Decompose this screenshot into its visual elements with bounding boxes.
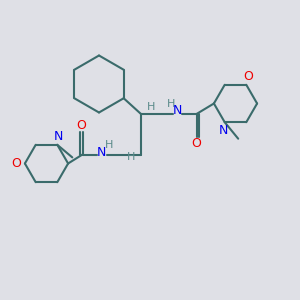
Text: H: H <box>105 140 113 150</box>
Text: H: H <box>146 101 155 112</box>
Text: N: N <box>218 124 228 137</box>
Text: N: N <box>54 130 64 143</box>
Text: H: H <box>167 99 175 110</box>
Text: N: N <box>96 146 106 159</box>
Text: O: O <box>243 70 253 83</box>
Text: O: O <box>192 136 201 150</box>
Text: N: N <box>173 104 183 118</box>
Text: O: O <box>76 119 86 132</box>
Text: H: H <box>127 152 136 163</box>
Text: O: O <box>12 157 21 170</box>
